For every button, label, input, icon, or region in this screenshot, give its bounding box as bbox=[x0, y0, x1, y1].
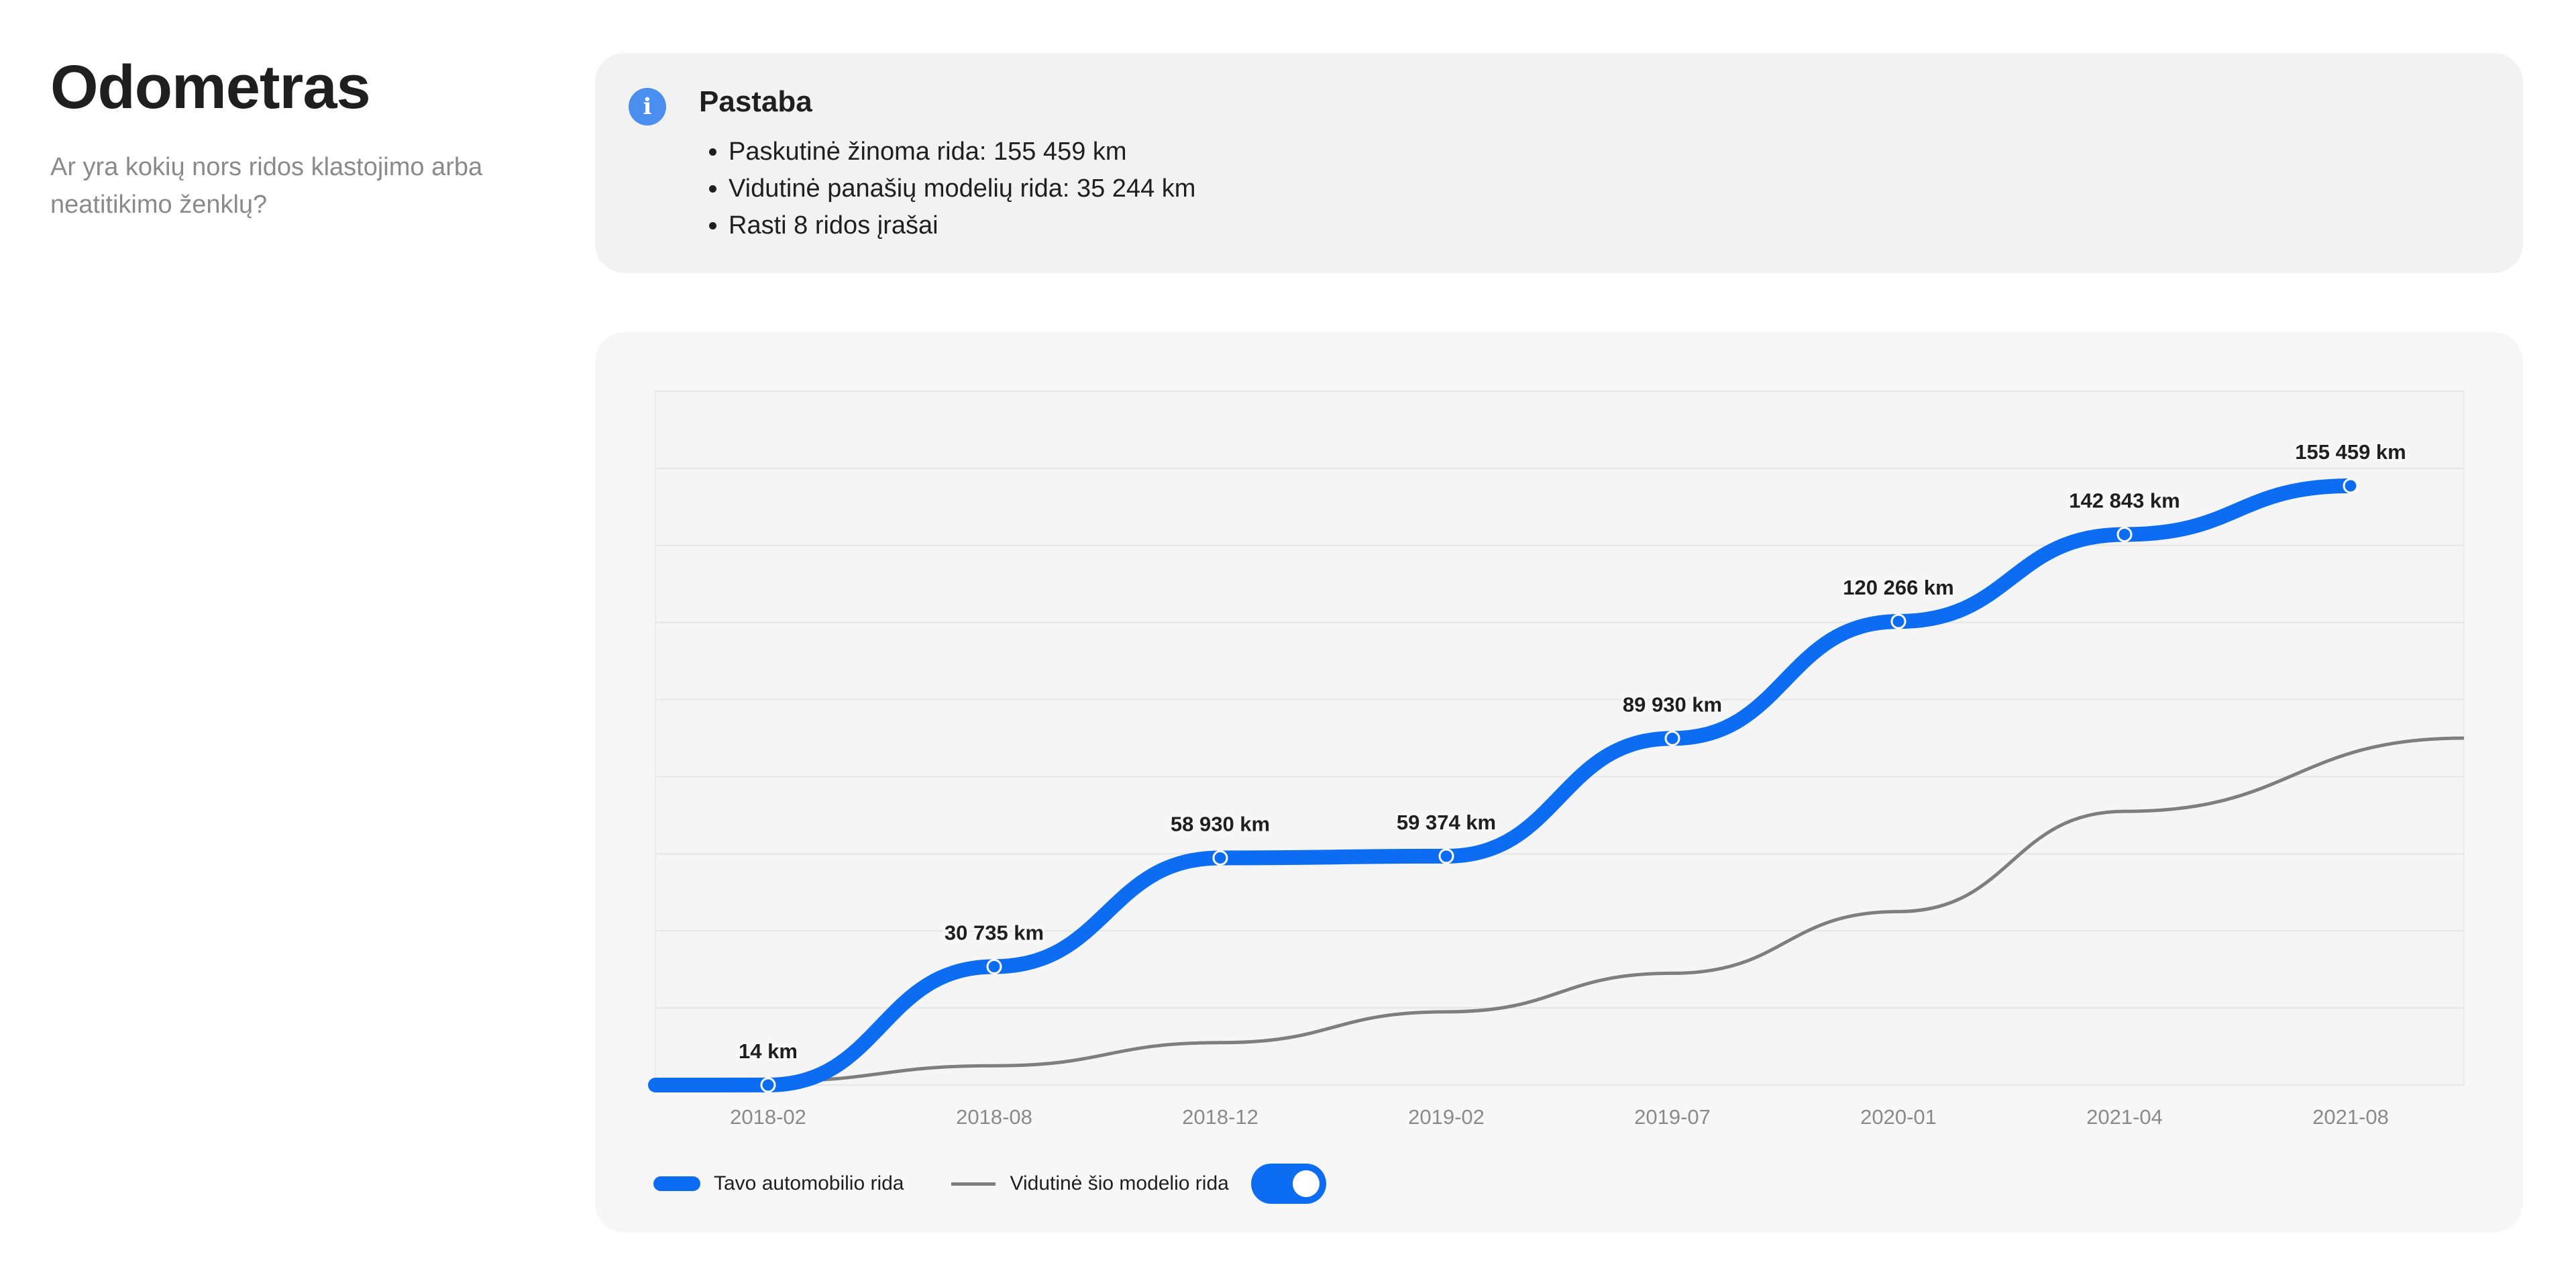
page-header: Odometras Ar yra kokių nors ridos klasto… bbox=[50, 53, 533, 223]
odometer-chart-card: 14 km 30 735 km 58 930 km 59 374 km 89 930 k… bbox=[595, 332, 2523, 1233]
odometer-chart: 14 km 30 735 km 58 930 km 59 374 km 89 930 k… bbox=[648, 391, 2465, 1129]
page-title: Odometras bbox=[50, 53, 371, 121]
data-label: 30 735 km bbox=[945, 921, 1044, 944]
data-point bbox=[2343, 478, 2359, 494]
average-mileage-line bbox=[655, 736, 2465, 1087]
data-point bbox=[760, 1077, 776, 1093]
data-point bbox=[2116, 526, 2133, 542]
data-point bbox=[1664, 730, 1680, 746]
data-point bbox=[986, 958, 1002, 974]
data-label: 155 459 km bbox=[2295, 440, 2406, 464]
x-tick-label: 2019-02 bbox=[1408, 1105, 1485, 1129]
x-tick-label: 2018-08 bbox=[956, 1105, 1032, 1129]
note-item-record-count: Rasti 8 ridos įrašai bbox=[729, 207, 1195, 244]
toggle-knob bbox=[1292, 1170, 1320, 1197]
note-list: Paskutinė žinoma rida: 155 459 km Viduti… bbox=[699, 134, 1195, 244]
x-tick-label: 2019-07 bbox=[1634, 1105, 1711, 1129]
data-point bbox=[1212, 850, 1228, 866]
data-label: 142 843 km bbox=[2069, 489, 2180, 512]
data-label: 14 km bbox=[739, 1039, 798, 1063]
x-tick-label: 2018-12 bbox=[1182, 1105, 1258, 1129]
data-point bbox=[1438, 848, 1454, 864]
legend-average-label: Vidutinė šio modelio rida bbox=[1010, 1172, 1229, 1194]
data-label: 59 374 km bbox=[1397, 811, 1496, 834]
data-point bbox=[1890, 613, 1907, 629]
note-item-last-mileage: Paskutinė žinoma rida: 155 459 km bbox=[729, 134, 1195, 170]
data-label: 89 930 km bbox=[1623, 693, 1722, 716]
page-subtitle: Ar yra kokių nors ridos klastojimo arba … bbox=[50, 153, 483, 219]
average-line-toggle[interactable] bbox=[1250, 1164, 1326, 1204]
average-mileage-swatch bbox=[951, 1182, 996, 1186]
legend-own-label: Tavo automobilio rida bbox=[714, 1172, 904, 1194]
data-label: 120 266 km bbox=[1843, 576, 1953, 599]
note-title: Pastaba bbox=[699, 85, 812, 118]
own-mileage-swatch bbox=[653, 1176, 700, 1191]
x-tick-label: 2021-04 bbox=[2086, 1105, 2163, 1129]
info-icon: i bbox=[629, 88, 666, 125]
own-mileage-line bbox=[648, 478, 2358, 1092]
chart-legend: Tavo automobilio rida Vidutinė šio model… bbox=[653, 1162, 1326, 1205]
x-tick-label: 2021-08 bbox=[2312, 1105, 2389, 1129]
data-label: 58 930 km bbox=[1171, 812, 1270, 835]
note-item-average-mileage: Vidutinė panašių modelių rida: 35 244 km bbox=[729, 170, 1195, 207]
note-card: i Pastaba Paskutinė žinoma rida: 155 459… bbox=[595, 53, 2523, 273]
x-tick-label: 2020-01 bbox=[1860, 1105, 1937, 1129]
x-tick-label: 2018-02 bbox=[730, 1105, 806, 1129]
